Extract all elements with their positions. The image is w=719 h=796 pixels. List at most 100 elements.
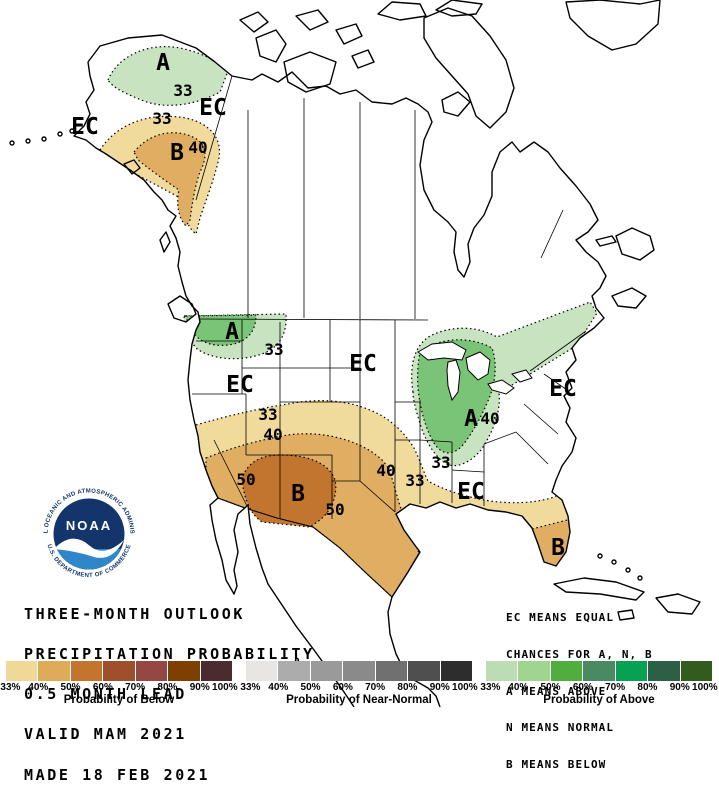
legend-tick: 70% (125, 682, 146, 693)
legend-tick: 40% (508, 682, 529, 693)
legend-swatch (680, 661, 712, 681)
legend-above-bar (486, 661, 712, 681)
region-pnw-above-40 (185, 314, 257, 347)
legend-swatch (246, 661, 279, 681)
title-line: MADE 18 FEB 2021 (24, 765, 211, 784)
map-label: 40 (188, 138, 207, 157)
legend-tick: 50% (60, 682, 81, 693)
legend-swatch (103, 661, 136, 681)
title-line: 0.5 MONTH LEAD (24, 685, 187, 704)
map-label: EC (199, 95, 227, 121)
anticosti-island (595, 235, 617, 247)
map-label: 33 (173, 81, 192, 100)
legend-tick: 80% (637, 682, 658, 693)
map-label: 33 (152, 109, 171, 128)
map-label: 33 (264, 340, 283, 359)
legend-near-normal: 33% 40% 50% 60% 70% 80% 90% 100% Probabi… (240, 661, 478, 706)
legend-caption: Probability of Above (543, 694, 655, 706)
legend-tick: 90% (669, 682, 690, 693)
noaa-gull-icon (54, 538, 124, 558)
legend-swatch (550, 661, 584, 681)
legend-swatch (486, 661, 519, 681)
probability-regions (99, 46, 599, 651)
banks-island (255, 29, 287, 63)
map-label: 50 (325, 500, 344, 519)
noaa-acronym: NOAA (66, 518, 112, 533)
legend-tick: 80% (397, 682, 418, 693)
legend-ticks: 33% 40% 50% 60% 70% 80% 90% 100% (240, 682, 477, 693)
note-line: EC MEANS EQUAL (506, 611, 615, 625)
map-label: A (225, 319, 239, 345)
great-lakes (417, 341, 533, 402)
legend-near-normal-bar (246, 661, 472, 681)
legend-swatch (440, 661, 472, 681)
legend-swatch (38, 661, 71, 681)
map-label: 33 (431, 453, 450, 472)
map-label: B (291, 481, 305, 507)
title-line: VALID MAM 2021 (24, 725, 187, 744)
note-line: A MEANS ABOVE (506, 684, 607, 698)
map-label: B (551, 535, 565, 561)
jamaica (617, 609, 635, 621)
title-line: THREE-MONTH OUTLOOK (24, 604, 245, 623)
map-label: A (464, 406, 478, 432)
legend-swatch (518, 661, 551, 681)
region-alaska-above-33 (107, 46, 229, 106)
legend-swatch (168, 661, 201, 681)
legend-tick: 70% (605, 682, 626, 693)
legend-tick: 40% (28, 682, 49, 693)
legend-ticks: 33% 40% 50% 60% 70% 80% 90% 100% (480, 682, 717, 693)
map-label: EC (457, 479, 485, 505)
legend-tick: 100% (452, 682, 478, 693)
legend-caption: Probability of Near-Normal (286, 694, 432, 706)
region-alaska-below-40 (133, 132, 206, 227)
map-label: 40 (480, 409, 499, 428)
legend-swatch (200, 661, 232, 681)
haida-gwaii (159, 231, 171, 253)
legend-swatch (6, 661, 39, 681)
legend-tick: 70% (365, 682, 386, 693)
legend-swatch (583, 661, 616, 681)
map-label: B (170, 140, 184, 166)
nova-scotia (611, 287, 647, 309)
legend-tick: 50% (300, 682, 321, 693)
legend-tick: 90% (189, 682, 210, 693)
map-label: 33 (258, 405, 277, 424)
legend-tick: 40% (268, 682, 289, 693)
note-line: B MEANS BELOW (506, 757, 607, 771)
newfoundland (615, 227, 655, 261)
title-line: PRECIPITATION PROBABILITY (24, 645, 315, 664)
legend-tick: 33% (0, 682, 21, 693)
legend-tick: 60% (92, 682, 113, 693)
map-label: 40 (263, 425, 282, 444)
lake-ontario (511, 369, 533, 383)
vancouver-island (167, 295, 197, 323)
legend-tick: 60% (572, 682, 593, 693)
legend-above: 33% 40% 50% 60% 70% 80% 90% 100% Probabi… (480, 661, 718, 706)
legend-ticks: 33% 40% 50% 60% 70% 80% 90% 100% (0, 682, 237, 693)
lake-superior (417, 341, 467, 361)
map-label: EC (71, 114, 99, 140)
southampton-island (441, 91, 471, 117)
legend-caption: Probability of Below (63, 694, 175, 706)
legend-tick: 33% (480, 682, 501, 693)
legend-swatch (135, 661, 169, 681)
greenland (565, 0, 661, 51)
map-label: EC (549, 376, 577, 402)
legend-below: 33% 40% 50% 60% 70% 80% 90% 100% Probabi… (0, 661, 238, 706)
legend-tick: 33% (240, 682, 261, 693)
legend-swatch (375, 661, 409, 681)
legend-tick: 100% (212, 682, 238, 693)
note-line: N MEANS NORMAL (506, 721, 615, 735)
legend-tick: 50% (540, 682, 561, 693)
map-label: A (156, 50, 170, 76)
map-label: 33 (405, 471, 424, 490)
north-america-outlook-map: A 33 EC EC 33 B 40 A 33 EC EC 33 40 50 B… (0, 0, 701, 707)
cuba (553, 577, 645, 601)
region-below-50 (241, 454, 337, 528)
coastlines (9, 0, 701, 707)
legend-swatch (278, 661, 311, 681)
lake-huron (465, 351, 491, 381)
legend-tick: 80% (157, 682, 178, 693)
